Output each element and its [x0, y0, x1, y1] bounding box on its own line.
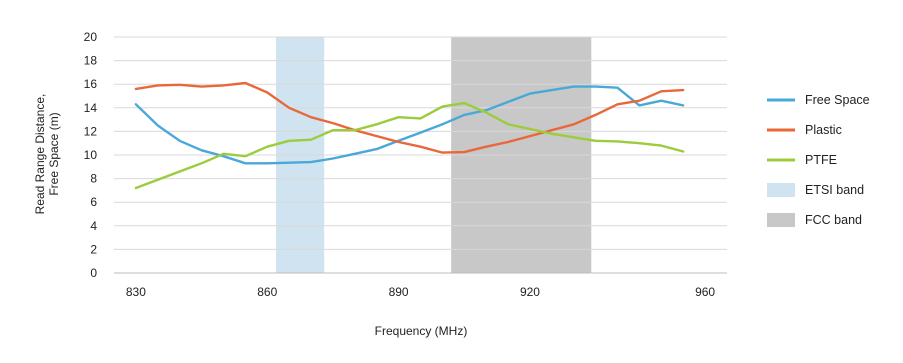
- series-layer: [134, 81, 685, 190]
- legend-item-ptfe: PTFE: [767, 153, 837, 167]
- x-tick-label: 960: [695, 285, 715, 299]
- y-axis-label-line-2: Free Space (m): [47, 112, 61, 195]
- legend: Free Space Plastic PTFE ETSI band FCC band: [767, 93, 870, 227]
- y-tick-label: 10: [84, 148, 98, 162]
- legend-item-fcc-band: FCC band: [767, 213, 862, 227]
- legend-item-plastic: Plastic: [767, 123, 842, 137]
- legend-swatch-etsi-band: [767, 183, 795, 197]
- y-tick-label: 12: [84, 124, 98, 138]
- legend-label-ptfe: PTFE: [805, 153, 837, 167]
- legend-item-free-space: Free Space: [767, 93, 870, 107]
- x-tick-label: 830: [126, 285, 146, 299]
- x-axis-label: Frequency (MHz): [375, 324, 468, 338]
- grid-layer: [114, 36, 727, 274]
- y-tick-label: 14: [84, 101, 98, 115]
- series-line-free-space: [134, 85, 685, 165]
- y-axis-label: Read Range Distance, Free Space (m): [33, 94, 61, 215]
- legend-swatch-fcc-band: [767, 213, 795, 227]
- legend-label-fcc-band: FCC band: [805, 213, 862, 227]
- y-tick-label: 0: [90, 266, 97, 280]
- x-tick-label: 860: [257, 285, 277, 299]
- y-tick-label: 16: [84, 77, 98, 91]
- ticks-layer: 0 2 4 6 8 10 12 14 16 18 20 830 860 890 920 960: [84, 30, 716, 299]
- series-line-plastic: [134, 81, 685, 154]
- y-axis-label-line-1: Read Range Distance,: [33, 94, 47, 215]
- y-tick-label: 2: [90, 242, 97, 256]
- x-tick-label: 890: [389, 285, 409, 299]
- y-tick-label: 8: [90, 172, 97, 186]
- legend-item-etsi-band: ETSI band: [767, 183, 864, 197]
- y-tick-label: 20: [84, 30, 98, 44]
- legend-label-plastic: Plastic: [805, 123, 842, 137]
- legend-label-free-space: Free Space: [805, 93, 870, 107]
- series-line-ptfe: [134, 101, 685, 190]
- legend-label-etsi-band: ETSI band: [805, 183, 864, 197]
- y-tick-label: 4: [90, 219, 97, 233]
- y-tick-label: 18: [84, 54, 98, 68]
- x-tick-label: 920: [520, 285, 540, 299]
- y-tick-label: 6: [90, 195, 97, 209]
